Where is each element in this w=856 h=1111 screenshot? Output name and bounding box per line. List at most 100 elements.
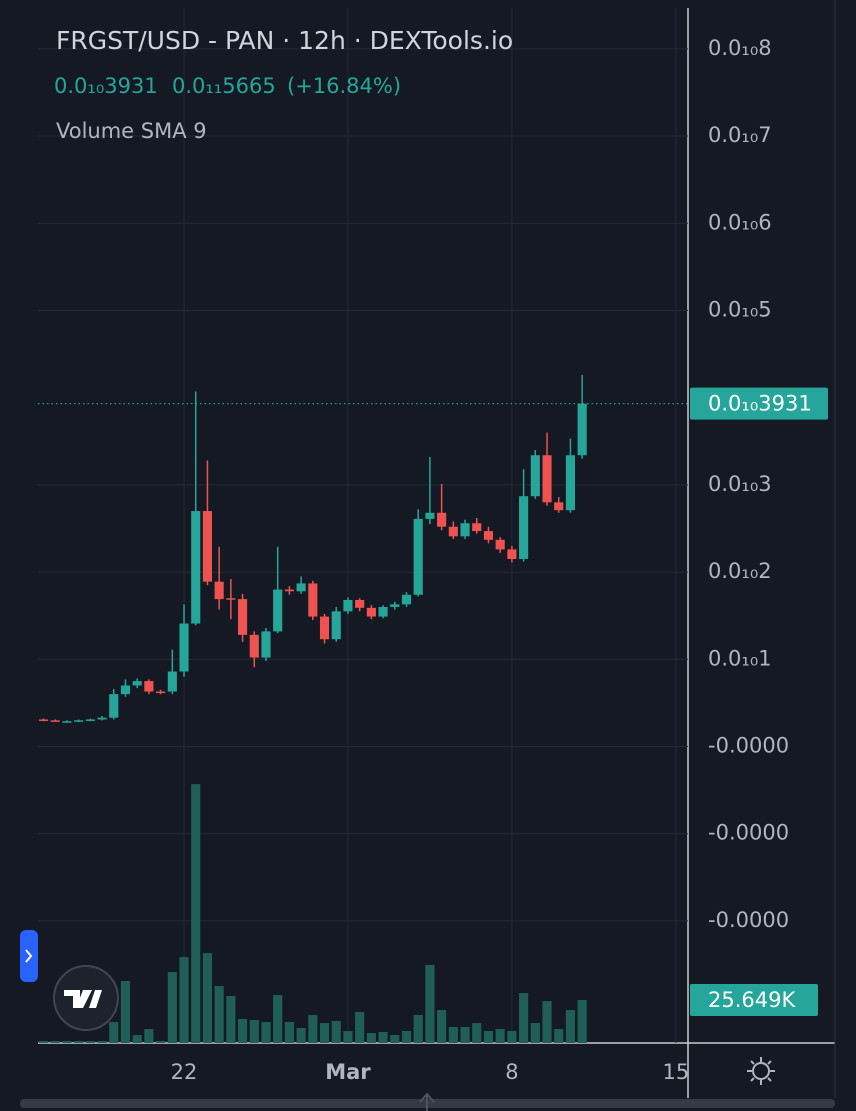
candles xyxy=(38,374,688,723)
candle-body xyxy=(554,502,564,511)
candle-body xyxy=(97,717,107,720)
x-tick-label: 15 xyxy=(662,1060,689,1084)
volume-bar xyxy=(519,993,529,1043)
candle-body xyxy=(390,604,400,607)
volume-bar xyxy=(460,1027,470,1043)
volume-bar xyxy=(156,1041,166,1043)
volume-bar xyxy=(448,1027,458,1043)
candle-body xyxy=(214,581,224,600)
last-price: 0.0₁₀3931 xyxy=(54,74,158,98)
x-tick-label: 22 xyxy=(171,1060,198,1084)
candle-body xyxy=(355,599,365,608)
volume-bar xyxy=(495,1029,505,1043)
scroll-arrow xyxy=(419,1092,435,1111)
side-handle[interactable] xyxy=(20,930,38,982)
volume-bar xyxy=(308,1015,318,1043)
candle-body xyxy=(460,523,470,537)
volume-bar xyxy=(331,1021,341,1043)
candle-body xyxy=(319,616,330,640)
candle-body xyxy=(366,607,376,617)
volume-bar xyxy=(97,1041,107,1043)
candle-body xyxy=(495,539,505,550)
candle-body xyxy=(437,512,447,527)
candle-body xyxy=(448,526,458,537)
candle-body xyxy=(238,599,248,635)
candle-body xyxy=(413,518,423,595)
candle-body xyxy=(202,511,213,582)
volume-bar xyxy=(530,1023,540,1043)
candle-body xyxy=(156,691,166,694)
candle-body xyxy=(50,720,60,722)
chart-title: FRGST/USD - PAN · 12h · DEXTools.io xyxy=(56,26,513,55)
volume-bar xyxy=(378,1032,388,1043)
candle-body xyxy=(378,606,388,617)
volume-bar xyxy=(62,1041,72,1043)
volume-label: 25.649K xyxy=(708,988,796,1012)
candle-body xyxy=(179,623,189,672)
x-tick-label: Mar xyxy=(325,1060,371,1084)
volume-bar xyxy=(179,957,189,1043)
candle-body xyxy=(226,598,236,600)
candle-body xyxy=(530,455,540,497)
candle-body xyxy=(132,681,142,686)
candle-body xyxy=(401,594,412,605)
axes: 0.0₁₀8 0.0₁₀7 0.0₁₀6 0.0₁₀5 0.0₁₀3 0.0₁₀2 0.0₁… xyxy=(171,36,828,1084)
price-label-box xyxy=(690,387,828,420)
volume-bar xyxy=(296,1028,306,1043)
volume-bar xyxy=(284,1022,294,1043)
volume-bar xyxy=(50,1041,60,1043)
volume-bar xyxy=(85,1041,95,1043)
y-tick-label: 0.0₁₀3 xyxy=(708,472,772,496)
y-tick-label: 0.0₁₀2 xyxy=(708,559,772,583)
settings-icon[interactable] xyxy=(747,1057,775,1085)
price-label: 0.0₁₀3931 xyxy=(708,392,812,416)
volume-bar xyxy=(249,1020,259,1043)
tv-logo-mark xyxy=(64,990,102,1008)
volume-bar xyxy=(238,1019,248,1043)
candle-body xyxy=(472,523,482,532)
candle-body xyxy=(483,531,494,540)
volume-label-box xyxy=(690,983,818,1016)
volume-bar xyxy=(191,784,201,1043)
volume-bar xyxy=(226,996,236,1043)
volume-bar xyxy=(425,965,435,1043)
volume-bar xyxy=(132,1035,142,1043)
y-tick-label: 0.0₁₀7 xyxy=(708,123,772,147)
candle-body xyxy=(542,455,552,503)
y-tick-label: 0.0₁₀8 xyxy=(708,36,772,60)
candle-body xyxy=(144,681,154,692)
y-tick-label: 0.0₁₀5 xyxy=(708,297,772,321)
candle-body xyxy=(273,589,283,632)
volume-bar xyxy=(472,1023,482,1043)
volume-bar xyxy=(74,1041,84,1043)
candle-body xyxy=(120,685,131,695)
volume-pane xyxy=(38,784,587,1043)
volume-bar xyxy=(319,1023,330,1043)
candle-body xyxy=(284,589,294,592)
volume-bar xyxy=(483,1031,494,1043)
candle-body xyxy=(507,549,517,559)
volume-bar xyxy=(109,1022,119,1043)
candle-body xyxy=(62,721,72,723)
candle-body xyxy=(38,719,49,721)
volume-bar xyxy=(261,1022,271,1043)
volume-bar xyxy=(202,953,213,1043)
change-value: 0.0₁₁5665 xyxy=(172,74,276,98)
candle-body xyxy=(296,583,306,592)
volume-bar xyxy=(554,1029,564,1043)
candle-body xyxy=(249,634,259,658)
volume-bar xyxy=(542,1001,552,1043)
y-tick-label: -0.0000 xyxy=(708,733,789,757)
candle-body xyxy=(261,631,271,658)
volume-bar xyxy=(273,995,283,1043)
volume-bar xyxy=(38,1041,49,1043)
candle-body xyxy=(577,403,587,456)
volume-bar xyxy=(214,986,224,1043)
y-tick-label: 0.0₁₀1 xyxy=(708,646,772,670)
volume-bar xyxy=(343,1031,353,1043)
handle-arrow xyxy=(25,949,33,963)
volume-bar xyxy=(366,1033,376,1043)
volume-bar xyxy=(565,1010,576,1043)
volume-bar xyxy=(167,972,177,1043)
